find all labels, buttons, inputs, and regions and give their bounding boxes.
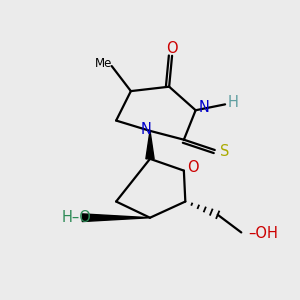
Text: O: O — [188, 160, 199, 175]
Text: H: H — [228, 95, 239, 110]
Text: Me: Me — [95, 57, 112, 70]
Text: N: N — [140, 122, 151, 137]
Text: –OH: –OH — [249, 226, 278, 242]
Text: H–O: H–O — [62, 210, 92, 225]
Polygon shape — [82, 214, 150, 221]
Polygon shape — [146, 131, 154, 159]
Text: N: N — [199, 100, 210, 116]
Text: O: O — [166, 41, 178, 56]
Text: S: S — [220, 144, 230, 159]
